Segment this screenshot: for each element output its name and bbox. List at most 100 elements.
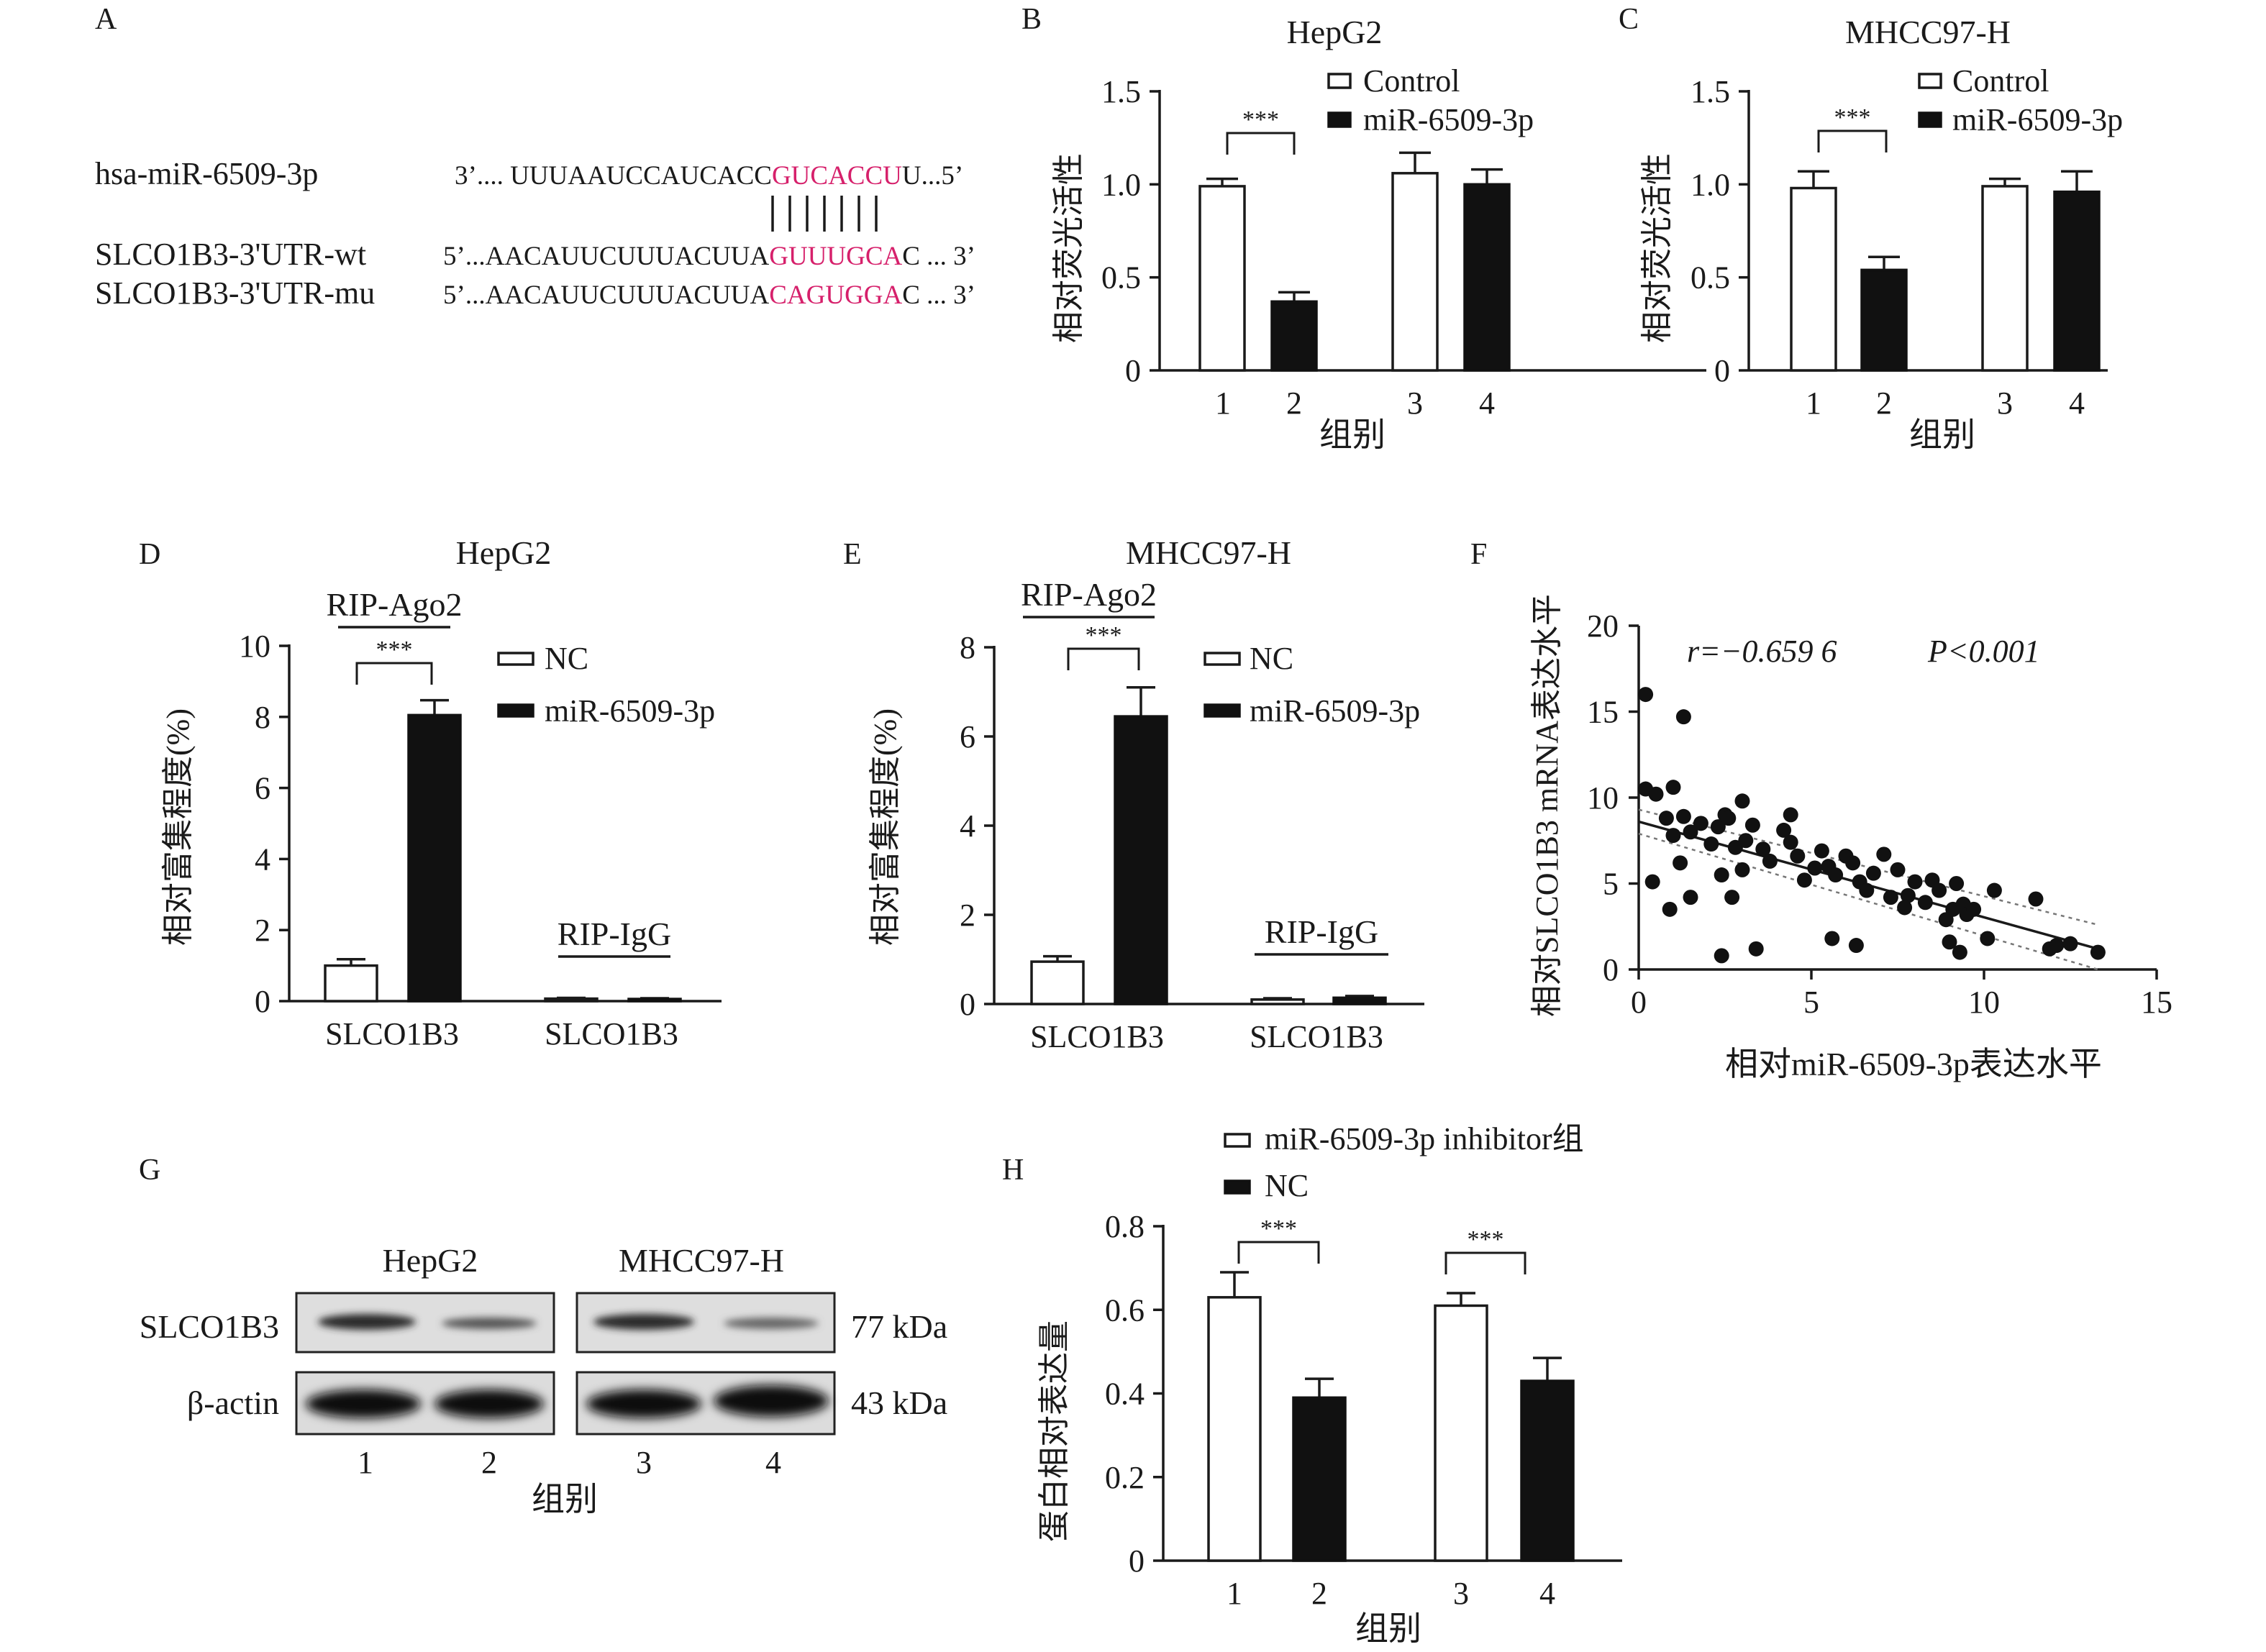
chart-f-xtick-label: 15	[2141, 985, 2172, 1020]
chart-d-xtick-label: SLCO1B3	[325, 1016, 459, 1051]
chart-f-point	[1755, 841, 1771, 857]
panel-letter-b: B	[1021, 3, 1042, 36]
chart-f-point	[1762, 853, 1778, 869]
mirna-name: hsa-miR-6509-3p	[95, 156, 318, 191]
chart-b-bar-filled	[1270, 300, 1318, 372]
chart-f-point	[1724, 890, 1740, 905]
chart-e-group-title: RIP-IgG	[1265, 913, 1378, 950]
chart-f-point	[1703, 836, 1719, 852]
blot-cell-mhcc97h: MHCC97-H	[619, 1242, 784, 1279]
chart-d-group-title: RIP-IgG	[558, 916, 671, 952]
chart-h-significance-stars: ***	[1260, 1215, 1297, 1242]
chart-f-ylabel: 相对SLCO1B3 mRNA表达水平	[1529, 594, 1565, 1017]
chart-f-point	[1917, 895, 1933, 911]
chart-f-point	[1683, 890, 1698, 905]
chart-f-point	[1986, 882, 2002, 898]
chart-f-point	[1907, 874, 1923, 890]
band-actin-lane2	[434, 1389, 544, 1418]
chart-h: 蛋白相对表达量 组别 miR-6509-3p inhibitor组 NC 0 0.…	[1037, 1121, 1622, 1647]
chart-f-xtick-label: 5	[1803, 985, 1819, 1020]
chart-d-bar-filled	[407, 713, 462, 1003]
chart-h-ytick-label: 0.2	[1105, 1460, 1145, 1495]
chart-d-bar-open	[324, 964, 378, 1003]
blot-lane-1: 1	[358, 1445, 373, 1480]
panel-letter-a: A	[95, 3, 117, 36]
chart-c-ylabel: 相对荧光活性	[1639, 153, 1675, 343]
chart-e: MHCC97-H 相对富集程度(%) NC miR-6509-3p 0 2 4 6 8 S…	[868, 534, 1424, 1054]
panel-letter-f: F	[1470, 538, 1487, 571]
chart-f-point	[1931, 882, 1947, 898]
chart-f-point	[1714, 948, 1729, 964]
chart-f-ytick-label: 15	[1587, 695, 1619, 730]
chart-f-point	[1714, 867, 1729, 883]
band-actin-lane4	[714, 1385, 829, 1417]
chart-e-ytick-label: 4	[960, 808, 975, 844]
chart-f-point	[1783, 834, 1798, 850]
chart-e-ytick-label: 2	[960, 898, 975, 933]
chart-f-point	[1665, 828, 1681, 844]
chart-h-xtick-label: 4	[1539, 1576, 1555, 1611]
blot-kda-43: 43 kDa	[851, 1384, 947, 1421]
chart-f-point	[1644, 874, 1660, 890]
chart-c-significance-stars: ***	[1834, 104, 1871, 131]
chart-h-bar-filled	[1520, 1379, 1575, 1562]
mu-seq-site: CAGUGGA	[769, 280, 902, 310]
blot-lane-4: 4	[765, 1445, 781, 1480]
chart-f-point	[1859, 882, 1875, 898]
legend-label-control: Control	[1952, 63, 2049, 99]
chart-c-bar-open	[1981, 185, 2029, 372]
chart-d-significance-stars: ***	[376, 636, 413, 663]
chart-e-title: MHCC97-H	[1126, 534, 1291, 571]
blot-group-label: 组别	[532, 1481, 598, 1518]
legend-label-nc: NC	[545, 641, 588, 676]
legend-swatch-control	[1327, 73, 1352, 89]
chart-h-ylabel: 蛋白相对表达量	[1037, 1320, 1072, 1542]
chart-f-point	[1721, 811, 1737, 826]
wt-sequence: 5’...AACAUUCUUUACUUAGUUUGCAC ... 3’	[443, 242, 975, 271]
chart-f-point	[1658, 811, 1674, 826]
chart-b-ylabel: 相对荧光活性	[1051, 153, 1086, 343]
legend-label-mir: miR-6509-3p	[1952, 102, 2123, 137]
legend-swatch-mir	[1918, 111, 1942, 128]
chart-f-ci-lower	[1638, 832, 2098, 971]
chart-f-point	[1734, 793, 1750, 809]
panel-a-sequences: hsa-miR-6509-3p 3’.... UUUAAUCCAUCACCGUC…	[95, 156, 975, 311]
legend-label-mir: miR-6509-3p	[1363, 102, 1534, 137]
legend-label-nc: NC	[1250, 641, 1293, 676]
chart-f-ytick-label: 5	[1603, 867, 1619, 902]
legend-swatch-nc	[497, 652, 534, 666]
wt-seq-site: GUUUGCA	[769, 242, 902, 271]
chart-d-group-title: RIP-Ago2	[326, 586, 462, 623]
chart-b-bar-open	[1391, 172, 1439, 372]
chart-f-point	[1828, 867, 1844, 883]
chart-d-xtick-label: SLCO1B3	[545, 1016, 678, 1051]
legend-swatch-control	[1918, 73, 1942, 89]
chart-h-xtick-label: 3	[1453, 1576, 1469, 1611]
band-actin-lane1	[306, 1389, 421, 1418]
legend-swatch-nc	[1224, 1179, 1251, 1195]
chart-d: HepG2 相对富集程度(%) NC miR-6509-3p 0 2 4 6 8 10 SL…	[160, 534, 722, 1051]
chart-e-ylabel: 相对富集程度(%)	[868, 708, 903, 946]
chart-e-bar-filled	[1114, 715, 1168, 1005]
chart-f-point	[1675, 808, 1691, 824]
blot-row-slco1b3: SLCO1B3	[140, 1308, 279, 1345]
chart-f-point	[1675, 709, 1691, 725]
chart-h-xlabel: 组别	[1355, 1610, 1421, 1647]
chart-b-title: HepG2	[1287, 14, 1383, 50]
chart-c-xtick-label: 3	[1997, 385, 2013, 421]
chart-e-legend: NC miR-6509-3p	[1203, 641, 1420, 729]
chart-f-point	[1710, 819, 1726, 835]
chart-f-xtick-label: 10	[1968, 985, 2000, 1020]
chart-f-point	[1662, 901, 1678, 917]
chart-f-ytick-label: 10	[1587, 780, 1619, 816]
legend-label-inhibitor: miR-6509-3p inhibitor组	[1265, 1121, 1584, 1156]
chart-f-point	[2090, 944, 2106, 960]
chart-f-point	[1883, 890, 1898, 905]
chart-h-ytick-label: 0.6	[1105, 1292, 1145, 1328]
chart-f-point	[1876, 846, 1892, 862]
chart-d-ytick-label: 0	[255, 984, 270, 1019]
chart-f-point	[1966, 901, 1982, 917]
chart-e-significance-bracket	[1067, 647, 1140, 670]
chart-h-significance-bracket	[1237, 1241, 1320, 1264]
